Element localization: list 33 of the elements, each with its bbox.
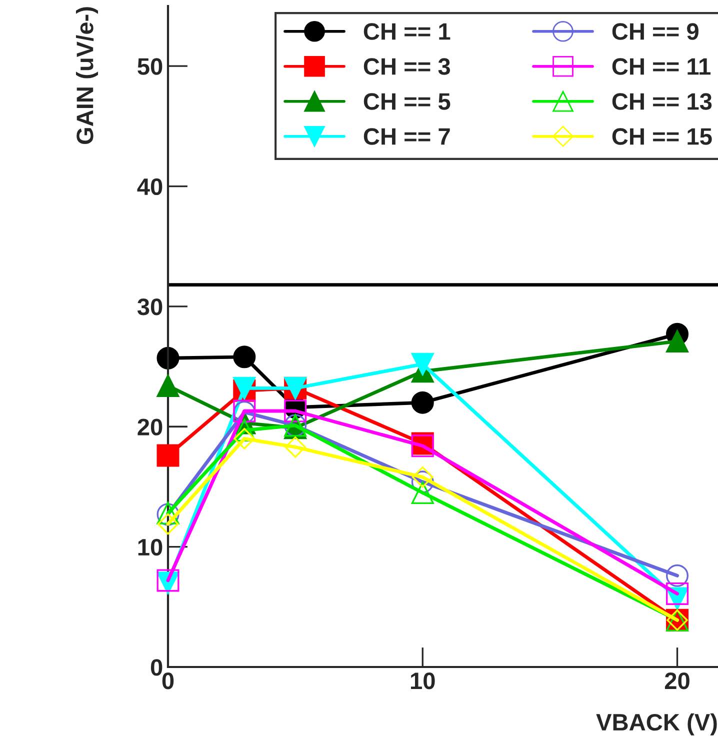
point: [666, 582, 689, 605]
point: [284, 400, 307, 422]
legend-label: CH == 7: [364, 128, 450, 145]
y-axis-title: GAIN (uV/e-): [76, 7, 98, 144]
point: [156, 374, 180, 398]
point: [234, 428, 256, 450]
x-axis-title: VBACK (V): [596, 713, 717, 736]
legend-label: CH == 13: [612, 93, 712, 110]
point: [412, 466, 434, 488]
point: [233, 346, 256, 368]
point: [411, 391, 434, 414]
legend-label: CH == 1: [364, 23, 450, 40]
y-tick-label: 20: [138, 418, 162, 436]
point: [284, 436, 306, 458]
point: [666, 330, 689, 353]
legend-label: CH == 5: [364, 93, 450, 110]
point: [156, 444, 180, 467]
x-tick-label: 20: [664, 672, 690, 690]
legend-label: CH == 9: [612, 23, 698, 40]
y-tick-label: 40: [137, 178, 162, 196]
x-tick-label: 10: [410, 672, 435, 690]
y-tick-label: 30: [137, 298, 162, 316]
x-tick-label: 0: [162, 672, 174, 690]
y-tick-label: 10: [138, 538, 162, 556]
y-tick-label: 0: [150, 659, 162, 676]
legend-label: CH == 11: [612, 58, 711, 75]
point: [157, 513, 179, 535]
y-tick-label: 50: [138, 58, 162, 75]
point: [666, 564, 689, 587]
point: [411, 352, 434, 376]
point: [411, 481, 434, 504]
legend-label: CH == 15: [612, 128, 712, 145]
legend-label: CH == 3: [364, 58, 450, 75]
